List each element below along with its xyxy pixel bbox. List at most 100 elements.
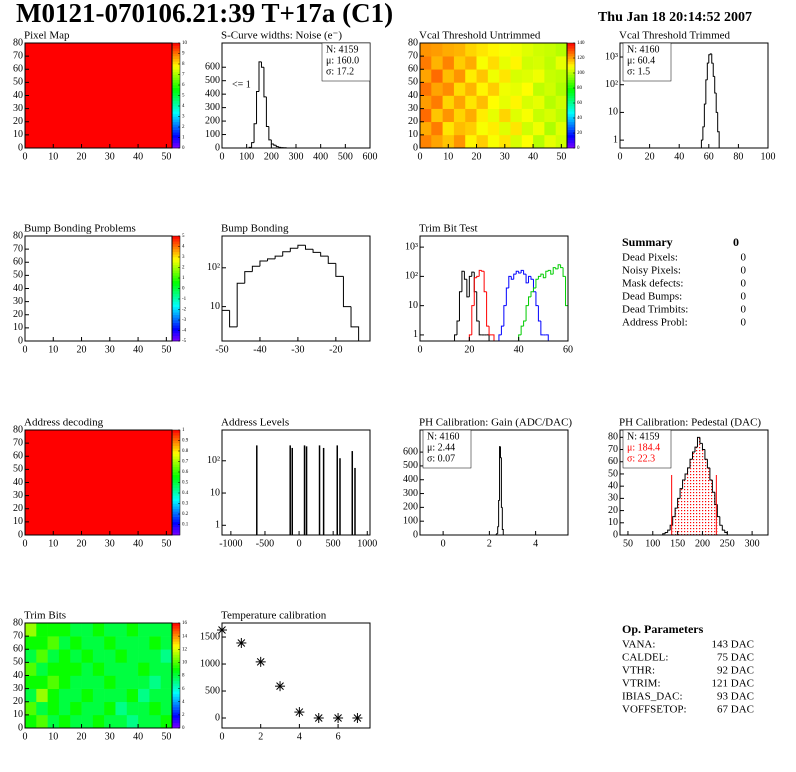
heat-cell bbox=[442, 69, 455, 83]
palette-step bbox=[172, 683, 180, 687]
heat-cell bbox=[47, 662, 60, 676]
heat-cell bbox=[36, 662, 48, 676]
histogram-bin bbox=[523, 270, 527, 275]
y-tick-label: 0 bbox=[215, 712, 220, 723]
y-tick-label: 50 bbox=[408, 77, 418, 88]
x-tick-label: 40 bbox=[133, 151, 143, 162]
heat-cell bbox=[47, 675, 60, 689]
z-tick-label: 2 bbox=[182, 266, 185, 271]
heat-cell bbox=[510, 95, 523, 109]
palette-step bbox=[172, 524, 180, 528]
palette-step bbox=[172, 532, 180, 536]
heat-cell bbox=[555, 134, 568, 149]
palette-step bbox=[567, 43, 575, 46]
heat-cell bbox=[160, 675, 173, 689]
palette-step bbox=[172, 301, 180, 305]
histogram-bin bbox=[552, 267, 556, 275]
palette-step bbox=[567, 95, 575, 99]
heat-cell bbox=[510, 69, 523, 83]
x-tick-label: 40 bbox=[133, 538, 143, 549]
palette-step bbox=[567, 108, 575, 112]
histogram-bin bbox=[508, 275, 512, 289]
x-tick-label: 100 bbox=[761, 151, 776, 162]
z-tick-label: 100 bbox=[577, 71, 585, 76]
heat-cell bbox=[420, 121, 432, 136]
x-tick-label: 40 bbox=[674, 151, 684, 162]
x-tick-label: 0 bbox=[618, 151, 623, 162]
palette-step bbox=[172, 121, 180, 125]
x-tick-label: 0 bbox=[23, 151, 28, 162]
histogram-bin bbox=[528, 275, 531, 283]
palette-step bbox=[172, 264, 180, 268]
stats-box bbox=[622, 429, 672, 469]
heat-cell bbox=[70, 623, 82, 637]
heat-cell bbox=[126, 636, 139, 650]
y-tick-label: 30 bbox=[13, 490, 23, 501]
histogram-bin bbox=[456, 320, 460, 335]
palette-step bbox=[172, 129, 180, 133]
x-tick-label: 6 bbox=[336, 731, 341, 742]
fit-fill bbox=[697, 437, 700, 535]
stats-box bbox=[622, 42, 672, 82]
y-tick-label: 60 bbox=[13, 451, 23, 462]
plot-area bbox=[454, 264, 569, 341]
z-tick-label: 5 bbox=[182, 94, 185, 99]
heat-cell bbox=[465, 121, 477, 136]
y-tick-label: 10 bbox=[13, 322, 23, 333]
z-tick-label: -5 bbox=[182, 339, 187, 344]
panel-title: Trim Bit Test bbox=[419, 223, 478, 235]
z-tick-label: 0.6 bbox=[182, 470, 189, 475]
palette-step bbox=[172, 330, 180, 334]
histogram-bin bbox=[483, 271, 487, 293]
z-tick-label: 0.9 bbox=[182, 439, 189, 444]
x-tick-label: 20 bbox=[472, 151, 482, 162]
x-tick-label: 100 bbox=[645, 538, 660, 549]
heat-cell bbox=[81, 675, 94, 689]
z-tick-label: 2 bbox=[182, 713, 185, 718]
heat-cell bbox=[431, 82, 443, 96]
y-tick-label: 30 bbox=[408, 103, 418, 114]
heat-cell bbox=[47, 636, 60, 650]
plot-area bbox=[25, 43, 173, 149]
x-tick-label: 10 bbox=[48, 731, 58, 742]
histogram-bin bbox=[711, 480, 715, 493]
heat-cell bbox=[47, 701, 60, 716]
stats-line: σ: 1.5 bbox=[627, 66, 650, 77]
y-tick-label: 70 bbox=[408, 50, 418, 61]
y-tick-label: 10³ bbox=[605, 51, 618, 62]
palette-step bbox=[172, 712, 180, 716]
x-tick-label: 0 bbox=[418, 151, 423, 162]
y-tick-label: 30 bbox=[13, 683, 23, 694]
heat-cell bbox=[510, 82, 523, 96]
z-tick-label: -1 bbox=[182, 297, 187, 302]
y-tick-label: 600 bbox=[403, 446, 418, 457]
palette-step bbox=[172, 74, 180, 78]
histogram-bin bbox=[267, 258, 276, 261]
z-tick-label: 4 bbox=[182, 104, 185, 109]
y-tick-label: 20 bbox=[13, 696, 23, 707]
palette-step bbox=[172, 472, 180, 475]
y-tick-label: 1 bbox=[215, 520, 220, 531]
x-tick-label: 100 bbox=[239, 151, 254, 162]
histogram-bin bbox=[297, 244, 306, 249]
stats-box bbox=[422, 429, 472, 469]
annotation: <= 1 bbox=[232, 79, 251, 90]
summary-label: Dead Pixels: bbox=[622, 252, 678, 264]
y-tick-label: 80 bbox=[13, 230, 23, 241]
heat-cell bbox=[115, 701, 128, 716]
fit-fill bbox=[675, 508, 678, 535]
heat-cell bbox=[442, 82, 455, 96]
z-tick-label: 120 bbox=[577, 56, 585, 61]
heat-cell bbox=[453, 69, 466, 83]
marker-stroke bbox=[276, 682, 284, 691]
palette-step bbox=[172, 469, 180, 473]
heat-cell bbox=[533, 82, 545, 96]
op-label: VTRIM: bbox=[622, 678, 661, 690]
palette-step bbox=[172, 474, 180, 478]
heat-cell bbox=[431, 121, 443, 136]
heat-cell bbox=[92, 662, 105, 676]
palette-step bbox=[172, 461, 180, 465]
heat-cell bbox=[104, 623, 116, 637]
y-tick-label: 40 bbox=[13, 670, 23, 681]
